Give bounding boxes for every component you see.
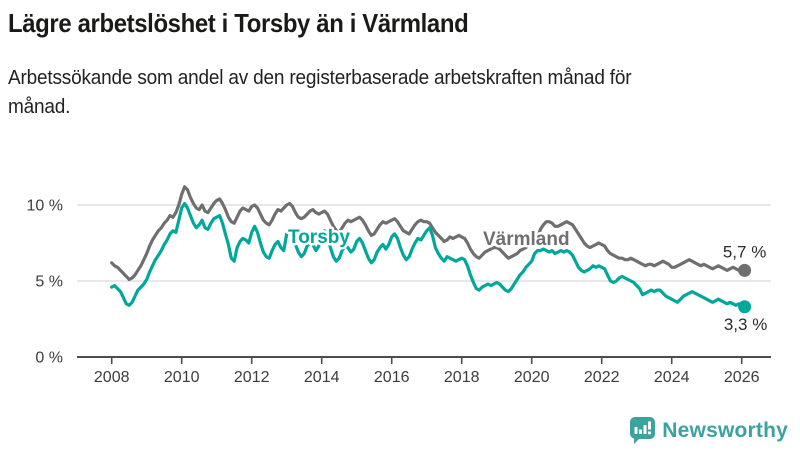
x-axis-label: 2010 <box>164 369 200 386</box>
y-axis-label: 5 % <box>35 274 63 291</box>
y-axis-label: 10 % <box>27 198 63 215</box>
x-axis-label: 2014 <box>304 369 340 386</box>
end-dot-torsby <box>738 300 752 314</box>
newsworthy-wordmark: Newsworthy <box>662 418 788 442</box>
series-line-vrmland <box>110 185 747 282</box>
x-axis-label: 2016 <box>374 369 410 386</box>
end-dot-vrmland <box>738 263 752 277</box>
x-axis-label: 2026 <box>724 369 760 386</box>
x-axis-label: 2012 <box>234 369 270 386</box>
newsworthy-logo: Newsworthy <box>630 417 788 444</box>
x-axis-label: 2020 <box>514 369 550 386</box>
y-axis-label: 0 % <box>35 350 63 367</box>
series-label-torsby: Torsby <box>288 227 350 248</box>
x-axis-label: 2008 <box>94 369 130 386</box>
newsworthy-logo-icon <box>630 417 656 444</box>
series-line-torsby <box>110 201 747 309</box>
x-axis-label: 2018 <box>444 369 480 386</box>
series-label-vrmland: Värmland <box>483 229 570 250</box>
end-value-label-vrmland: 5,7 % <box>723 242 766 261</box>
x-axis-label: 2024 <box>654 369 690 386</box>
chart-header: Lägre arbetslöshet i Torsby än i Värmlan… <box>8 6 800 40</box>
x-axis-label: 2022 <box>584 369 620 386</box>
page-subtitle: Arbetssökande som andel av den registerb… <box>8 67 632 118</box>
end-value-label-torsby: 3,3 % <box>724 315 767 334</box>
page-title: Lägre arbetslöshet i Torsby än i Värmlan… <box>8 8 469 38</box>
